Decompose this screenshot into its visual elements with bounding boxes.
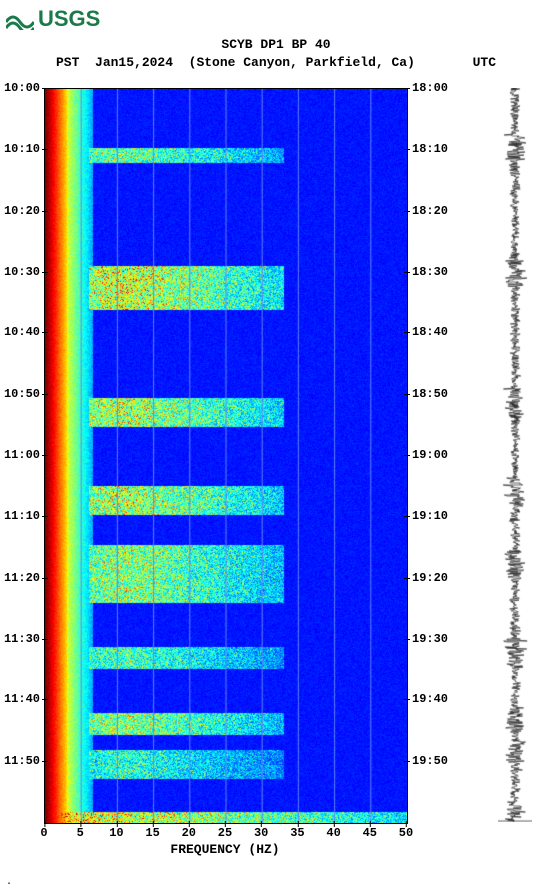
y-tick-label: 11:10 (4, 509, 40, 523)
y-tick-label: 19:50 (412, 754, 448, 768)
y-tick-label: 11:50 (4, 754, 40, 768)
x-tick-label: 25 (218, 826, 232, 840)
chart-header: SCYB DP1 BP 40 PST Jan15,2024 (Stone Can… (0, 36, 552, 72)
y-tick-label: 11:00 (4, 448, 40, 462)
usgs-wave-icon (6, 8, 34, 30)
waveform-plot (498, 88, 532, 822)
x-tick-label: 0 (40, 826, 47, 840)
y-tick-label: 10:00 (4, 81, 40, 95)
y-axis-right: 18:0018:1018:2018:3018:4018:5019:0019:10… (410, 88, 460, 822)
right-tz: UTC (473, 54, 496, 72)
x-tick-label: 30 (254, 826, 268, 840)
y-tick-label: 19:20 (412, 571, 448, 585)
y-axis-left: 10:0010:1010:2010:3010:4010:5011:0011:10… (0, 88, 42, 822)
x-tick-label: 20 (182, 826, 196, 840)
spectrogram-canvas (45, 89, 407, 823)
y-tick-label: 19:10 (412, 509, 448, 523)
chart-title: SCYB DP1 BP 40 (0, 36, 552, 54)
y-tick-label: 18:30 (412, 265, 448, 279)
y-tick-label: 18:40 (412, 325, 448, 339)
x-tick-label: 15 (145, 826, 159, 840)
y-tick-label: 18:50 (412, 387, 448, 401)
y-tick-label: 10:40 (4, 325, 40, 339)
y-tick-label: 18:00 (412, 81, 448, 95)
y-tick-label: 10:20 (4, 204, 40, 218)
spectrogram-plot (44, 88, 408, 824)
y-tick-label: 10:30 (4, 265, 40, 279)
left-tz: PST (56, 55, 79, 70)
x-tick-label: 45 (363, 826, 377, 840)
y-tick-label: 11:20 (4, 571, 40, 585)
x-axis-ticks: 05101520253035404550 (44, 822, 406, 842)
y-tick-label: 11:40 (4, 692, 40, 706)
y-tick-label: 19:00 (412, 448, 448, 462)
y-tick-label: 10:10 (4, 142, 40, 156)
waveform-canvas (498, 88, 532, 822)
y-tick-label: 10:50 (4, 387, 40, 401)
x-tick-label: 40 (326, 826, 340, 840)
x-axis-label: FREQUENCY (HZ) (44, 842, 406, 857)
footer-mark: . (6, 877, 12, 888)
logo-text: USGS (38, 6, 100, 32)
x-tick-label: 35 (290, 826, 304, 840)
x-tick-label: 5 (77, 826, 84, 840)
header-date: Jan15,2024 (95, 55, 173, 70)
usgs-logo: USGS (6, 6, 100, 32)
y-tick-label: 19:30 (412, 632, 448, 646)
header-location: (Stone Canyon, Parkfield, Ca) (189, 55, 415, 70)
x-tick-label: 50 (399, 826, 413, 840)
y-tick-label: 19:40 (412, 692, 448, 706)
y-tick-label: 18:10 (412, 142, 448, 156)
y-tick-label: 11:30 (4, 632, 40, 646)
x-tick-label: 10 (109, 826, 123, 840)
y-tick-label: 18:20 (412, 204, 448, 218)
